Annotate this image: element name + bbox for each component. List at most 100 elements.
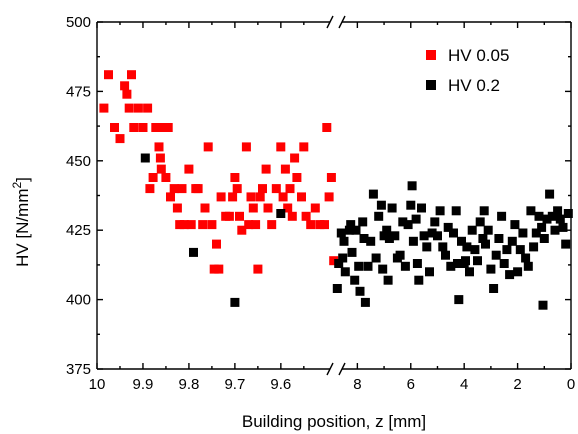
data-point-hv02 <box>398 217 408 227</box>
data-point-hv02 <box>140 153 150 163</box>
data-point-hv005 <box>200 203 210 213</box>
data-point-hv005 <box>224 211 234 221</box>
data-point-hv02 <box>383 275 393 285</box>
data-point-hv02 <box>526 206 536 216</box>
data-point-hv005 <box>232 184 242 194</box>
data-point-hv005 <box>255 192 265 202</box>
data-point-hv02 <box>489 284 499 293</box>
data-point-hv005 <box>230 173 240 182</box>
data-point-hv005 <box>138 123 148 132</box>
data-point-hv02 <box>502 245 512 255</box>
data-point-hv005 <box>161 173 171 182</box>
data-point-hv005 <box>172 203 182 213</box>
data-point-hv005 <box>120 81 130 91</box>
data-point-hv005 <box>251 220 261 230</box>
data-point-hv005 <box>278 192 288 202</box>
data-point-hv02 <box>538 300 548 310</box>
data-point-hv02 <box>479 206 489 216</box>
data-point-hv02 <box>378 264 388 274</box>
data-point-hv005 <box>184 164 194 174</box>
y-tick-label: 500 <box>66 14 91 31</box>
data-point-hv02 <box>230 297 240 307</box>
data-point-hv02 <box>494 234 504 243</box>
data-point-hv005 <box>241 142 251 152</box>
data-point-hv005 <box>159 123 169 132</box>
data-point-hv005 <box>143 103 153 113</box>
data-point-hv02 <box>350 275 360 285</box>
data-point-hv005 <box>166 192 175 202</box>
data-point-hv02 <box>351 225 361 235</box>
data-point-hv005 <box>155 153 165 163</box>
data-point-hv02 <box>518 228 528 238</box>
y-tick-label: 475 <box>66 83 91 100</box>
data-point-hv005 <box>122 89 132 99</box>
data-point-hv02 <box>417 203 426 213</box>
data-point-hv02 <box>462 242 472 252</box>
data-point-hv02 <box>340 267 350 277</box>
y-tick-label: 375 <box>66 361 91 378</box>
data-point-hv02 <box>555 214 565 224</box>
data-point-hv005 <box>156 164 166 174</box>
data-point-hv005 <box>186 220 196 230</box>
data-point-hv005 <box>203 142 213 152</box>
data-point-hv005 <box>244 220 254 230</box>
data-point-hv02 <box>467 225 477 235</box>
data-point-hv02 <box>427 228 437 238</box>
data-point-hv02 <box>443 222 453 232</box>
data-point-hv02 <box>433 231 442 241</box>
x-tick-label: 10 <box>89 376 106 393</box>
data-point-hv02 <box>446 261 456 271</box>
x-axis-title: Building position, z [mm] <box>242 412 426 431</box>
data-point-hv02 <box>336 228 346 238</box>
data-point-hv005 <box>133 103 143 113</box>
data-point-hv02 <box>505 270 515 280</box>
data-point-hv005 <box>235 211 244 221</box>
data-point-hv02 <box>358 217 368 227</box>
data-point-hv005 <box>310 203 320 213</box>
data-point-hv005 <box>129 123 139 132</box>
data-point-hv005 <box>127 70 136 80</box>
data-point-hv02 <box>537 222 547 232</box>
legend: HV 0.05 HV 0.2 <box>426 46 509 95</box>
data-point-hv02 <box>435 206 445 216</box>
axis-break-bottom <box>338 362 346 376</box>
data-point-hv02 <box>400 261 410 271</box>
x-tick-label: 8 <box>353 376 361 393</box>
data-point-hv005 <box>169 184 179 194</box>
data-point-hv02 <box>425 267 434 277</box>
data-point-hv005 <box>228 192 238 202</box>
data-point-hv02 <box>507 236 517 246</box>
data-point-hv02 <box>403 220 413 230</box>
x-tick-label: 6 <box>407 376 415 393</box>
data-point-hv02 <box>374 211 384 221</box>
data-point-hv02 <box>510 220 520 230</box>
data-point-hv02 <box>534 211 544 221</box>
data-point-hv02 <box>276 209 286 218</box>
data-point-hv005 <box>209 264 219 274</box>
data-point-hv02 <box>422 242 432 252</box>
data-point-hv02 <box>553 206 563 216</box>
data-point-hv005 <box>124 103 134 113</box>
data-point-hv02 <box>414 275 424 285</box>
data-point-hv02 <box>475 217 485 227</box>
data-point-hv02 <box>453 259 462 268</box>
data-point-hv02 <box>189 247 198 257</box>
data-point-hv02 <box>457 236 466 246</box>
data-point-hv005 <box>253 264 263 274</box>
data-point-hv02 <box>563 209 573 218</box>
data-point-hv005 <box>258 184 267 194</box>
data-point-hv02 <box>360 297 370 307</box>
data-point-hv005 <box>104 70 113 80</box>
data-point-hv005 <box>145 184 155 194</box>
data-point-hv02 <box>486 264 496 274</box>
data-point-hv02 <box>491 250 501 260</box>
data-point-hv02 <box>339 236 349 246</box>
data-point-hv005 <box>322 123 332 132</box>
data-point-hv02 <box>382 225 392 235</box>
data-point-hv02 <box>354 261 364 271</box>
data-point-hv02 <box>561 239 571 249</box>
data-point-hv02 <box>412 259 422 268</box>
data-point-hv02 <box>545 189 555 199</box>
legend-label-hv02: HV 0.2 <box>448 76 500 95</box>
